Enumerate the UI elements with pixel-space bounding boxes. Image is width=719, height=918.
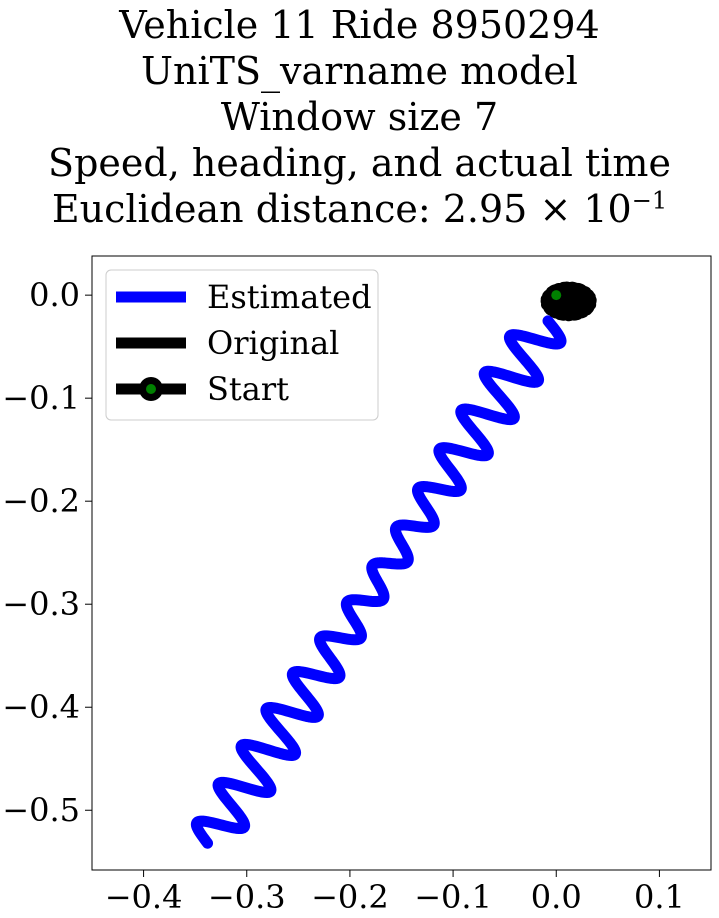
title-line-5: Euclidean distance: 2.95 × 10−1 <box>0 186 719 232</box>
title-line-1: Vehicle 11 Ride 8950294 <box>119 3 600 47</box>
y-tick-label: 0.0 <box>29 276 80 314</box>
x-tick-label: 0.1 <box>634 878 685 916</box>
legend: Estimated Original Start <box>105 269 379 421</box>
x-tick-label: −0.4 <box>105 878 183 916</box>
title-line-3: Window size 7 <box>220 95 499 139</box>
y-tick-label: −0.3 <box>2 585 80 623</box>
x-tick-label: −0.3 <box>208 878 286 916</box>
x-tick-label: −0.2 <box>311 878 389 916</box>
distance-exponent: −1 <box>631 186 668 215</box>
plot-frame <box>91 255 712 871</box>
title-line-4: Speed, heading, and actual time <box>48 141 671 185</box>
y-tick-label: −0.4 <box>2 688 80 726</box>
estimated-series-line <box>190 315 567 849</box>
chart-title: Vehicle 11 Ride 8950294 UniTS_varname mo… <box>0 2 719 232</box>
y-tick-label: −0.1 <box>2 379 80 417</box>
legend-label-estimated: Estimated <box>207 278 372 316</box>
distance-mantissa: 2.95 <box>442 187 528 231</box>
distance-base: 10 <box>583 187 632 231</box>
legend-box <box>105 269 379 421</box>
legend-label-original: Original <box>207 324 339 362</box>
title-line-2: UniTS_varname model <box>141 49 578 93</box>
distance-label: Euclidean distance: <box>51 187 443 231</box>
x-tick-label: 0.0 <box>531 878 582 916</box>
start-marker <box>551 290 562 301</box>
legend-label-start: Start <box>207 370 289 408</box>
y-tick-label: −0.2 <box>2 482 80 520</box>
legend-start-marker <box>146 384 156 394</box>
distance-times: × <box>539 187 572 231</box>
x-tick-label: −0.1 <box>414 878 492 916</box>
y-tick-label: −0.5 <box>2 791 80 829</box>
